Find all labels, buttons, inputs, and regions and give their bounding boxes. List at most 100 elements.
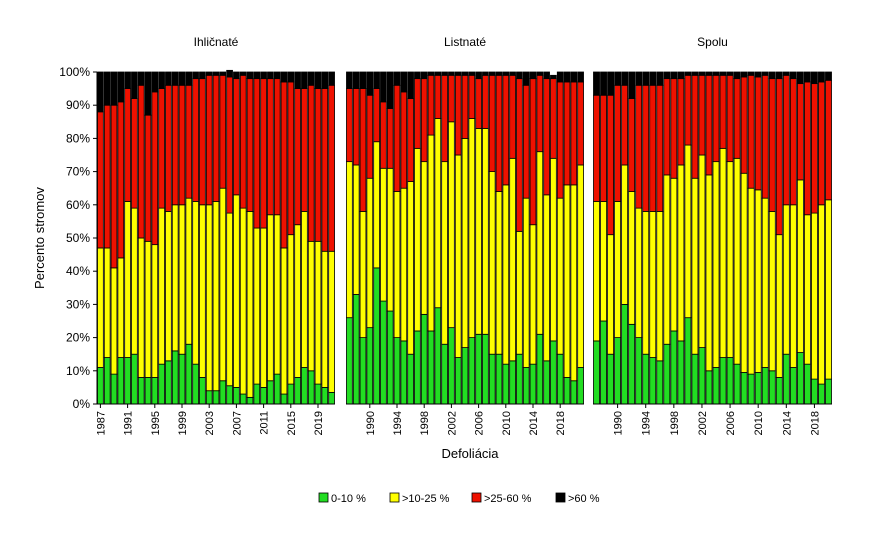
bar-segment — [253, 78, 261, 229]
bar-segment — [454, 71, 462, 76]
bar-segment — [137, 377, 145, 405]
bar-segment — [789, 78, 797, 206]
bar-segment — [226, 76, 233, 214]
bar-segment — [733, 71, 741, 80]
bar-segment — [726, 74, 734, 163]
bar-segment — [719, 71, 727, 76]
bar-segment — [691, 74, 699, 179]
bar-segment — [165, 84, 172, 212]
bar-segment — [110, 267, 118, 375]
bar-segment — [246, 396, 254, 405]
bar-segment — [570, 380, 578, 405]
bar-segment — [393, 84, 401, 192]
legend-label: >60 % — [568, 493, 600, 505]
bar-segment — [509, 71, 516, 76]
bar-segment — [502, 74, 510, 186]
bar-segment — [373, 88, 380, 143]
bar-segment — [131, 207, 138, 355]
bar-segment — [103, 357, 111, 405]
bar-segment — [393, 337, 401, 405]
x-tick-label: 2010 — [501, 411, 513, 435]
bar-segment — [577, 164, 584, 368]
bar-segment — [747, 74, 755, 189]
bar-segment — [740, 372, 748, 405]
bar-segment — [691, 177, 699, 355]
bar-segment — [782, 353, 790, 405]
bar-segment — [663, 343, 671, 405]
bar-segment — [775, 71, 783, 80]
bar-segment — [427, 134, 435, 332]
bar-segment — [593, 340, 600, 405]
bar-segment — [294, 224, 301, 378]
bar-segment — [165, 211, 172, 362]
bar-segment — [273, 78, 281, 216]
bar-segment — [441, 343, 448, 405]
bar-segment — [448, 74, 455, 123]
bar-segment — [414, 71, 421, 80]
bar-segment — [607, 353, 614, 405]
panel-title: Listnaté — [444, 35, 486, 49]
bar-segment — [301, 88, 308, 212]
bar-segment — [434, 71, 442, 76]
bar-segment — [621, 303, 629, 405]
bar-segment — [811, 212, 818, 380]
bar-segment — [137, 237, 145, 378]
bar-segment — [468, 118, 476, 338]
bar-segment — [131, 71, 138, 99]
bar-segment — [803, 214, 811, 365]
bar-segment — [488, 171, 496, 355]
bar-segment — [239, 74, 247, 209]
bar-segment — [607, 71, 614, 96]
bar-segment — [825, 71, 832, 81]
bar-segment — [509, 74, 516, 159]
bar-segment — [253, 71, 261, 80]
bar-segment — [124, 88, 131, 202]
bar-segment — [754, 76, 762, 191]
bar-segment — [488, 353, 496, 405]
bar-segment — [400, 91, 408, 189]
bar-segment — [621, 84, 629, 166]
bar-segment — [212, 201, 220, 392]
bar-segment — [144, 240, 152, 378]
x-tick-label: 2007 — [231, 411, 243, 435]
bar-segment — [192, 201, 199, 365]
bar-segment — [380, 167, 387, 302]
bar-segment — [656, 71, 664, 86]
bar-segment — [698, 347, 706, 405]
bar-segment — [407, 98, 414, 182]
bar-segment — [691, 71, 699, 76]
bar-segment — [803, 363, 811, 405]
bar-segment — [294, 377, 301, 405]
bar-segment — [614, 84, 622, 202]
y-tick-label: 30% — [66, 297, 90, 311]
bar-segment — [628, 71, 636, 99]
bar-segment — [158, 88, 165, 209]
bar-segment — [103, 104, 111, 249]
bar-segment — [570, 81, 578, 186]
bar-segment — [502, 363, 510, 405]
bar-segment — [373, 71, 380, 90]
bar-segment — [448, 327, 455, 405]
bar-segment — [386, 167, 394, 312]
panel-3: Spolu 1990 1994 1998 2002 2006 2010 2014 2018 — [593, 35, 832, 435]
bar-segment — [386, 71, 394, 109]
bar-segment — [239, 71, 247, 76]
bar-segment — [185, 71, 193, 86]
bar-segment — [359, 337, 367, 405]
bar-segment — [420, 71, 428, 80]
bar-segment — [577, 367, 584, 405]
bar-segment — [495, 191, 503, 355]
bar-segment — [307, 84, 315, 242]
bar-segment — [698, 74, 706, 156]
bar-segment — [698, 71, 706, 76]
bar-segment — [670, 330, 678, 405]
bar-segment — [747, 71, 755, 76]
bar-segment — [811, 71, 818, 85]
bar-segment — [124, 357, 131, 405]
panel-2: Listnaté 1990 1994 1998 2002 2006 2010 2014 2018 — [346, 35, 584, 435]
bar-segment — [171, 350, 179, 405]
x-tick-label: 2015 — [286, 411, 298, 435]
bar-segment — [529, 363, 537, 405]
x-tick-label: 1999 — [177, 411, 189, 435]
bar-segment — [712, 74, 720, 163]
